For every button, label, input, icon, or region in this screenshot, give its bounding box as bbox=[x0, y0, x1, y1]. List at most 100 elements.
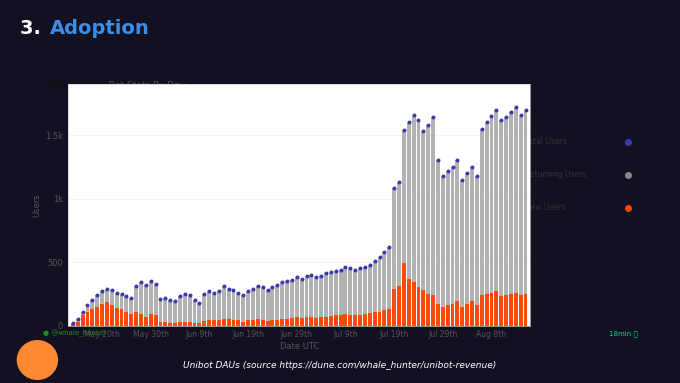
Bar bbox=[237, 321, 240, 326]
Bar bbox=[217, 291, 221, 326]
Bar bbox=[246, 321, 250, 326]
Bar bbox=[368, 313, 372, 326]
Point bbox=[452, 157, 463, 164]
Text: Bot Users: Bot Users bbox=[50, 81, 99, 90]
Bar bbox=[402, 264, 406, 326]
Point bbox=[175, 293, 186, 300]
Point bbox=[413, 117, 424, 123]
Point bbox=[169, 298, 180, 304]
Bar bbox=[203, 294, 206, 326]
Point bbox=[466, 164, 477, 170]
Bar bbox=[368, 265, 372, 326]
Point bbox=[248, 286, 258, 292]
Bar bbox=[388, 247, 391, 326]
Bar bbox=[232, 290, 235, 326]
Bar bbox=[358, 268, 362, 326]
Bar bbox=[71, 323, 75, 326]
Bar bbox=[514, 293, 517, 326]
Bar bbox=[129, 298, 133, 326]
Bar bbox=[334, 315, 338, 326]
Bar bbox=[475, 305, 479, 326]
Point bbox=[515, 112, 526, 118]
Bar bbox=[411, 282, 415, 326]
Point bbox=[165, 297, 175, 303]
Bar bbox=[280, 282, 284, 326]
Bar bbox=[110, 304, 114, 326]
Bar bbox=[192, 300, 197, 326]
Bar bbox=[499, 296, 503, 326]
Bar bbox=[451, 167, 454, 326]
Bar bbox=[256, 286, 260, 326]
Bar bbox=[504, 117, 508, 326]
Point bbox=[209, 290, 220, 296]
Bar bbox=[407, 278, 411, 326]
Bar bbox=[460, 180, 464, 326]
Point bbox=[67, 320, 78, 326]
Point bbox=[97, 288, 107, 294]
Bar bbox=[197, 303, 201, 326]
Bar bbox=[329, 272, 333, 326]
Bar bbox=[324, 273, 328, 326]
Point bbox=[491, 106, 502, 113]
Bar bbox=[81, 312, 84, 326]
Bar bbox=[217, 320, 221, 326]
Point bbox=[301, 273, 312, 279]
Bar bbox=[295, 277, 299, 326]
Bar bbox=[485, 294, 488, 326]
Point bbox=[418, 128, 429, 134]
Point bbox=[320, 270, 331, 277]
Bar bbox=[417, 120, 420, 326]
Bar bbox=[246, 291, 250, 326]
Point bbox=[72, 316, 83, 322]
Bar bbox=[314, 277, 318, 326]
Bar bbox=[519, 115, 523, 326]
Text: Bot Stats By Day: Bot Stats By Day bbox=[103, 81, 184, 90]
Bar bbox=[266, 321, 269, 326]
Bar bbox=[373, 312, 377, 326]
Bar bbox=[353, 315, 357, 326]
Bar bbox=[305, 317, 309, 326]
Bar bbox=[509, 294, 513, 326]
Point bbox=[282, 278, 292, 284]
Bar bbox=[139, 282, 143, 326]
Bar bbox=[149, 281, 153, 326]
Point bbox=[360, 264, 371, 270]
Bar bbox=[212, 321, 216, 326]
Bar bbox=[397, 182, 401, 326]
Bar bbox=[203, 321, 206, 326]
Point bbox=[106, 287, 117, 293]
Point bbox=[403, 119, 414, 125]
Point bbox=[87, 297, 98, 303]
Bar bbox=[485, 122, 488, 326]
Point bbox=[101, 286, 112, 292]
Point bbox=[141, 282, 152, 288]
Bar bbox=[519, 295, 523, 326]
Bar bbox=[285, 281, 289, 326]
Point bbox=[457, 177, 468, 183]
Point bbox=[335, 267, 346, 273]
Point bbox=[369, 258, 380, 264]
Point bbox=[316, 273, 326, 279]
Point bbox=[194, 300, 205, 306]
Bar bbox=[134, 312, 138, 326]
Bar bbox=[509, 112, 513, 326]
Bar bbox=[407, 122, 411, 326]
Point bbox=[135, 279, 146, 285]
Point bbox=[184, 292, 195, 298]
Bar bbox=[90, 300, 95, 326]
Point bbox=[354, 265, 365, 272]
Bar bbox=[197, 323, 201, 326]
Bar bbox=[192, 323, 197, 326]
Point bbox=[155, 296, 166, 302]
Bar bbox=[309, 317, 313, 326]
Point bbox=[160, 295, 171, 301]
Bar bbox=[183, 294, 187, 326]
Bar bbox=[417, 288, 420, 326]
Point bbox=[311, 274, 322, 280]
Bar bbox=[178, 296, 182, 326]
Bar bbox=[95, 295, 99, 326]
Bar bbox=[290, 318, 294, 326]
Point bbox=[428, 114, 439, 120]
Text: Unibot DAUs (source https://dune.com/whale_hunter/unibot-revenue): Unibot DAUs (source https://dune.com/wha… bbox=[184, 361, 496, 370]
Bar bbox=[460, 306, 464, 326]
